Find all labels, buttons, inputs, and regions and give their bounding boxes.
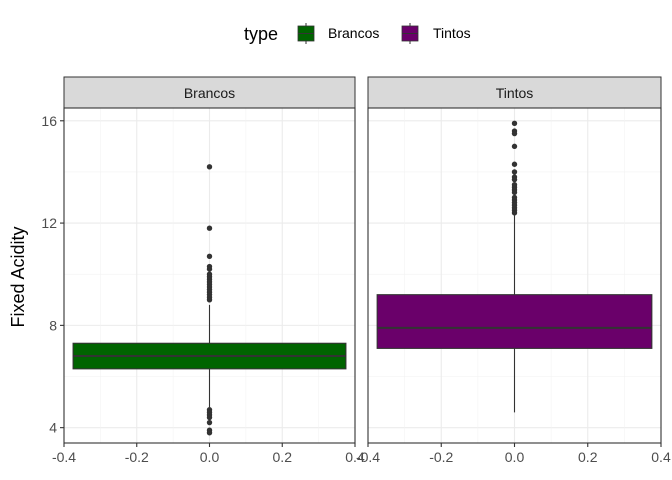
- panel-tintos: Tintos -0.4 -0.2 0.0 0.2 0.4: [356, 76, 671, 465]
- legend: type Brancos Tintos: [244, 23, 471, 44]
- panel-brancos: Brancos -0.4 -0.2 0.0 0.2 0.4 4 8 12 16: [41, 76, 365, 465]
- legend-item-tintos: Tintos: [401, 23, 471, 44]
- outlier-point: [206, 164, 213, 170]
- outlier-point: [206, 430, 213, 436]
- outlier-point: [206, 225, 213, 231]
- x-tick-label: 0.4: [345, 449, 365, 465]
- x-tick-label: 0.0: [200, 449, 220, 465]
- x-tick-label: -0.2: [125, 449, 149, 465]
- x-tick-label: 0.4: [651, 449, 671, 465]
- facet-strip-label: Brancos: [184, 85, 235, 101]
- x-tick-label: -0.2: [429, 449, 453, 465]
- outlier-point: [511, 169, 518, 175]
- y-tick-label: 4: [49, 420, 57, 436]
- x-tick-label: -0.4: [52, 449, 76, 465]
- outlier-point: [511, 120, 518, 127]
- outlier-point: [511, 130, 518, 137]
- facet-panels: Brancos -0.4 -0.2 0.0 0.2 0.4 4 8 12 16 Tintos -0.4…: [41, 76, 671, 465]
- y-tick-label: 8: [49, 317, 57, 333]
- legend-label: Brancos: [328, 25, 379, 41]
- legend-item-brancos: Brancos: [297, 23, 379, 44]
- facet-strip-label: Tintos: [496, 85, 534, 101]
- facet-strip: [63, 76, 356, 109]
- y-axis-title: Fixed Acidity: [8, 226, 28, 327]
- y-tick-label: 16: [41, 113, 57, 129]
- outlier-point: [206, 419, 213, 426]
- outlier-point: [206, 253, 213, 260]
- x-tick-label: 0.0: [505, 449, 525, 465]
- y-tick-label: 12: [41, 215, 57, 231]
- x-tick-label: -0.4: [356, 449, 380, 465]
- outlier-point: [511, 176, 518, 183]
- x-tick-label: 0.2: [273, 449, 293, 465]
- legend-title: type: [244, 24, 278, 44]
- outlier-point: [206, 414, 213, 421]
- outlier-point: [511, 143, 518, 150]
- facet-strip: [367, 76, 662, 109]
- outlier-point: [511, 161, 518, 167]
- outlier-point: [206, 297, 213, 303]
- outlier-point: [206, 266, 213, 272]
- outlier-point: [511, 210, 518, 216]
- outlier-point: [511, 189, 518, 196]
- x-tick-label: 0.2: [578, 449, 598, 465]
- box-iqr: [376, 294, 653, 349]
- legend-label: Tintos: [433, 25, 471, 41]
